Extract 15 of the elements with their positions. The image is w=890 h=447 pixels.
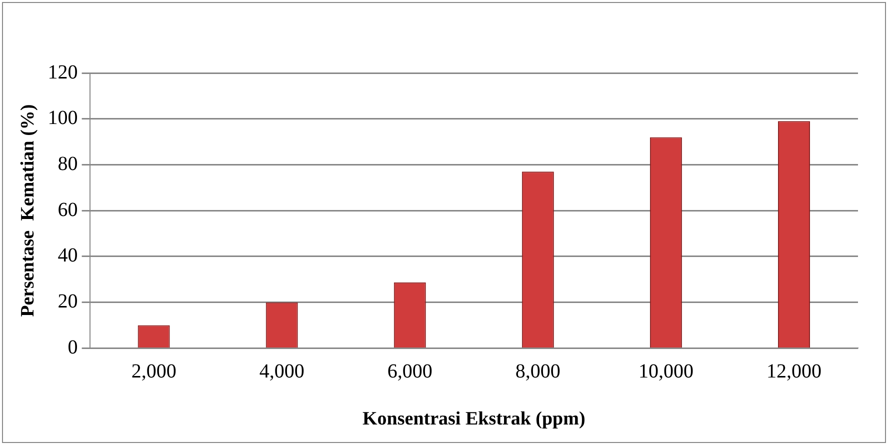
y-tick-label: 100: [48, 107, 78, 130]
y-tick-label: 40: [58, 244, 78, 267]
y-tick-label: 0: [68, 336, 78, 358]
x-tick-label: 4,000: [259, 360, 304, 382]
x-axis-title: Konsentrasi Ekstrak (ppm): [362, 408, 586, 430]
y-tick-label: 60: [58, 198, 78, 221]
x-tick-label: 12,000: [766, 360, 822, 382]
y-tick-label: 80: [58, 152, 78, 175]
y-axis-title: Persentase Kematian (%): [17, 104, 38, 317]
x-tick-label: 8,000: [515, 360, 560, 382]
x-tick-label: 10,000: [638, 360, 694, 382]
x-tick-label: 2,000: [131, 360, 176, 382]
x-tick-label: 6,000: [387, 360, 432, 382]
y-tick-label: 20: [58, 290, 78, 313]
y-tick-label: 120: [48, 61, 78, 84]
